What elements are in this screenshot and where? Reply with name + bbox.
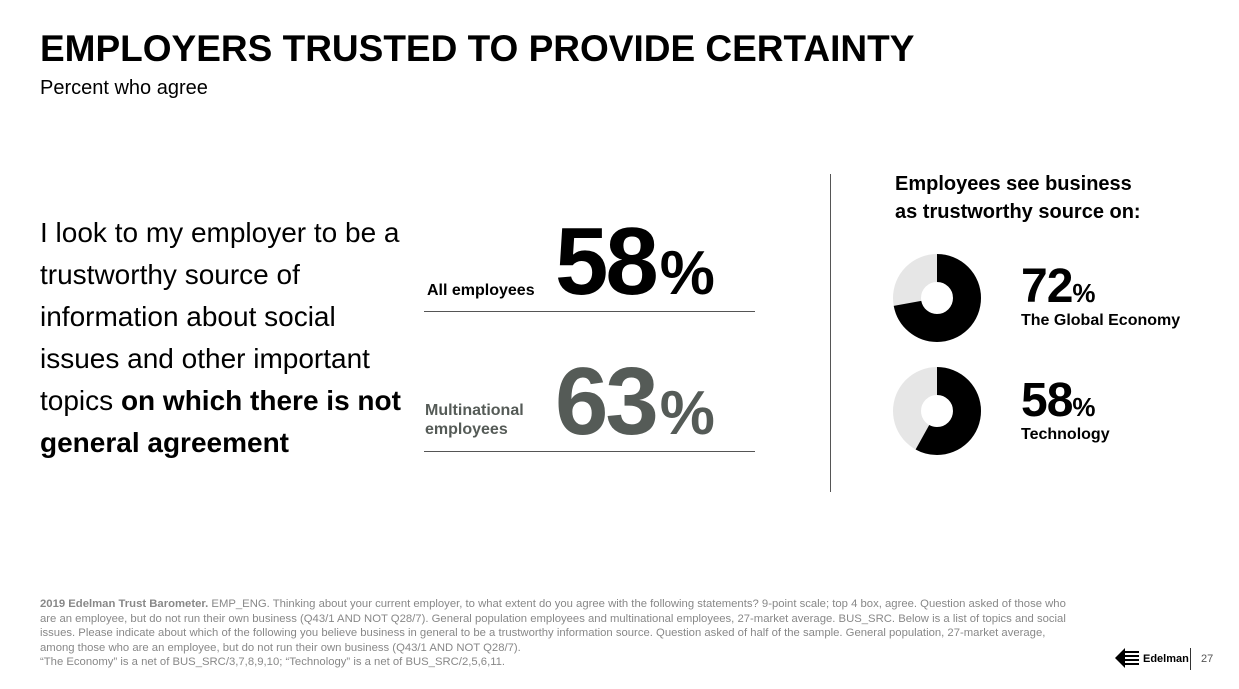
statement-text: I look to my employer to be a trustworth… bbox=[40, 212, 410, 464]
side-heading-line: Employees see business bbox=[895, 173, 1132, 195]
donut-value-unit: % bbox=[1072, 392, 1096, 422]
donut-value-number: 72 bbox=[1021, 260, 1073, 313]
stat-value-number: 58 bbox=[555, 208, 659, 315]
footer-divider bbox=[1190, 648, 1191, 670]
donut-value-technology: 58% bbox=[1021, 377, 1096, 425]
side-heading-line: as trustworthy source on: bbox=[895, 201, 1141, 223]
donut-value-number: 58 bbox=[1021, 374, 1073, 427]
stat-label-line: employees bbox=[425, 421, 508, 438]
side-heading: Employees see business as trustworthy so… bbox=[895, 170, 1141, 226]
statement-bold: on which there is not general agreement bbox=[40, 385, 401, 458]
donut-chart-technology bbox=[893, 367, 981, 455]
donut-chart-global-economy bbox=[893, 254, 981, 342]
stat-value-multinational-employees: 63% bbox=[555, 354, 715, 450]
page-subtitle: Percent who agree bbox=[40, 77, 208, 99]
section-divider bbox=[830, 174, 831, 492]
statement-regular: I look to my employer to be a trustworth… bbox=[40, 217, 400, 416]
stat-value-number: 63 bbox=[555, 348, 659, 455]
stat-label-multinational-employees: Multinational employees bbox=[425, 401, 524, 439]
stat-value-all-employees: 58% bbox=[555, 214, 715, 310]
footnote-body: EMP_ENG. Thinking about your current emp… bbox=[40, 598, 1066, 654]
donut-value-unit: % bbox=[1072, 278, 1096, 308]
page-number: 27 bbox=[1201, 653, 1214, 665]
donut-label-global-economy: The Global Economy bbox=[1021, 312, 1181, 329]
stat-label-all-employees: All employees bbox=[427, 282, 535, 299]
source-footnote: 2019 Edelman Trust Barometer. EMP_ENG. T… bbox=[40, 597, 1080, 670]
edelman-logo-icon bbox=[1115, 648, 1139, 668]
page-title: EMPLOYERS TRUSTED TO PROVIDE CERTAINTY bbox=[40, 28, 915, 69]
footnote-main: 2019 Edelman Trust Barometer. EMP_ENG. T… bbox=[40, 597, 1080, 655]
donut-value-arc bbox=[893, 367, 981, 455]
stat-value-unit: % bbox=[659, 239, 715, 308]
donut-value-global-economy: 72% bbox=[1021, 263, 1096, 311]
stat-divider bbox=[424, 451, 755, 452]
stat-value-unit: % bbox=[659, 379, 715, 448]
edelman-logo-text: Edelman bbox=[1143, 653, 1189, 665]
stat-label-line: Multinational bbox=[425, 402, 524, 419]
stat-divider bbox=[424, 311, 755, 312]
footnote-line2: “The Economy” is a net of BUS_SRC/3,7,8,… bbox=[40, 656, 506, 668]
footnote-source: 2019 Edelman Trust Barometer. bbox=[40, 598, 209, 610]
donut-label-technology: Technology bbox=[1021, 426, 1110, 443]
donut-value-arc bbox=[893, 254, 981, 342]
